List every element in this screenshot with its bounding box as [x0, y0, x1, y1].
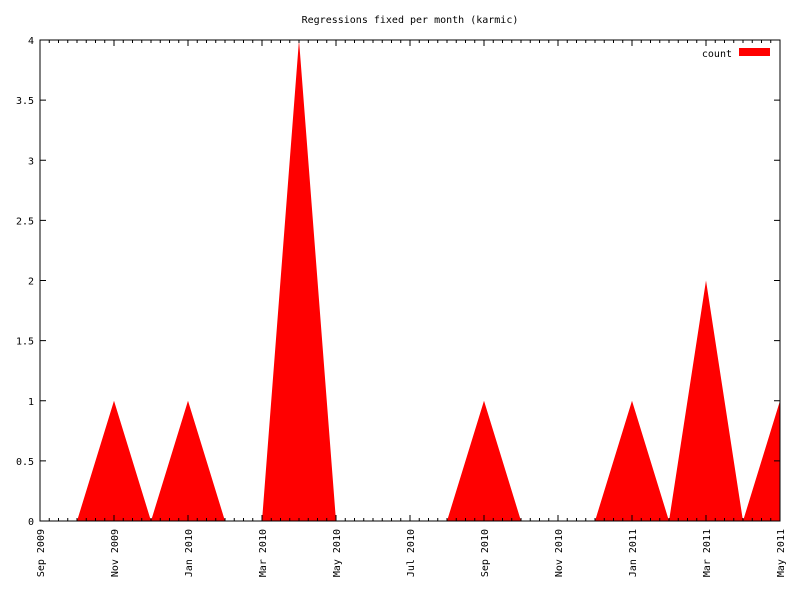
plot-frame [39, 39, 781, 522]
legend-label-count: count [702, 49, 732, 60]
area-series-0 [40, 40, 780, 521]
x-tick-label-1: Nov 2009 [110, 529, 121, 577]
area-layer [40, 40, 780, 521]
x-tick-label-7: Nov 2010 [554, 529, 565, 577]
y-tick-label-0: 0 [28, 517, 34, 528]
x-tick-label-2: Jan 2010 [184, 529, 195, 577]
y-tick-label-2: 1 [28, 397, 34, 408]
x-tick-label-4: May 2010 [332, 529, 343, 577]
y-tick-label-4: 2 [28, 277, 34, 288]
y-tick-label-8: 4 [28, 36, 34, 47]
x-tick-label-9: Mar 2011 [702, 529, 713, 577]
y-tick-label-7: 3.5 [16, 96, 34, 107]
x-tick-label-3: Mar 2010 [258, 529, 269, 577]
x-tick-label-6: Sep 2010 [480, 529, 491, 577]
y-tick-label-3: 1.5 [16, 337, 34, 348]
x-tick-label-8: Jan 2011 [628, 529, 639, 577]
y-tick-label-6: 3 [28, 156, 34, 167]
x-tick-label-5: Jul 2010 [406, 529, 417, 577]
axis-layer: 0 0.5 1 1.5 2 2.5 3 3.5 4 Sep 2009 Nov 2009 Jan 201… [16, 36, 787, 577]
chart-title: Regressions fixed per month (karmic) [302, 15, 519, 26]
legend: count [702, 48, 770, 60]
x-tick-label-10: May 2011 [776, 529, 787, 577]
y-tick-label-5: 2.5 [16, 216, 34, 227]
y-tick-label-1: 0.5 [16, 457, 34, 468]
legend-swatch-count [739, 48, 770, 56]
x-tick-label-0: Sep 2009 [36, 529, 47, 577]
